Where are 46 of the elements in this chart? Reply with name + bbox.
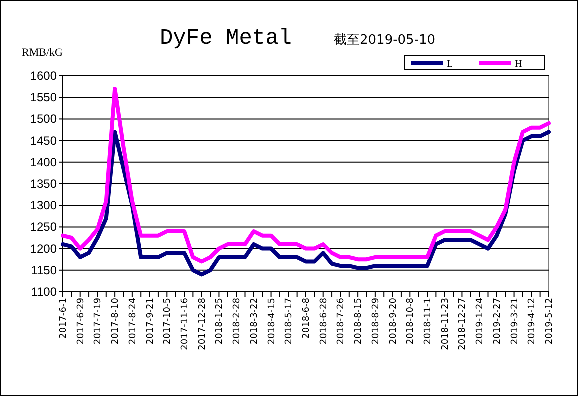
- x-tick-label: 2018-11-23: [440, 298, 451, 350]
- x-tick-label: 2019-1-24: [476, 298, 486, 345]
- x-tick-label: 2018-3-22: [250, 298, 260, 345]
- x-tick-label: 2018-12-27: [458, 298, 468, 350]
- y-tick-label: 1500: [30, 112, 58, 126]
- chart-subtitle: 截至2019-05-10: [334, 33, 436, 48]
- y-tick-label: 1100: [31, 285, 58, 299]
- y-tick-label: 1350: [30, 177, 58, 191]
- x-tick-label: 2018-6-28: [319, 298, 330, 345]
- y-tick-label: 1550: [30, 90, 58, 105]
- x-tick-label: 2017-10-5: [163, 298, 174, 345]
- x-tick-label: 2017-8-24: [128, 298, 138, 345]
- x-tick-label: 2018-9-20: [388, 298, 399, 345]
- y-tick-label: 1600: [30, 69, 58, 83]
- x-tick-label: 2017-8-10: [111, 298, 122, 345]
- legend-label: H: [515, 59, 522, 70]
- x-tick-label: 2019-3-21: [510, 298, 520, 345]
- line-series: [61, 86, 551, 264]
- x-tick-label: 2018-10-8: [406, 298, 416, 345]
- x-tick-label: 2018-6-8: [302, 298, 312, 339]
- x-tick-label: 2018-4-15: [267, 298, 278, 345]
- chart-title: DyFe Metal: [160, 26, 292, 51]
- x-tick-label: 2017-9-21: [146, 298, 156, 345]
- x-tick-label: 2018-1-25: [215, 298, 226, 345]
- x-tick-label: 2018-8-29: [371, 298, 382, 345]
- y-tick-label: 1150: [31, 263, 58, 278]
- x-tick-label: 2017-6-1: [59, 298, 69, 339]
- x-tick-label: 2018-5-17: [284, 298, 295, 345]
- x-tick-label: 2018-11-1: [424, 298, 434, 345]
- y-axis-title: RMB/kG: [22, 47, 64, 59]
- x-tick-label: 2017-12-28: [198, 298, 208, 350]
- y-tick-label: 1250: [30, 220, 58, 234]
- x-tick-label: 2018-2-28: [232, 298, 243, 345]
- y-tick-label: 1200: [30, 242, 58, 256]
- x-tick-label: 2017-11-16: [180, 298, 190, 350]
- x-tick-label: 2017-6-29: [76, 298, 86, 345]
- y-tick-label: 1450: [30, 134, 58, 148]
- x-tick-label: 2019-4-12: [528, 298, 538, 345]
- y-tick-label: 1300: [30, 198, 58, 213]
- y-tick-label: 1400: [30, 155, 58, 170]
- x-tick-label: 2018-8-15: [354, 298, 364, 345]
- x-tick-label: 2017-7-19: [94, 298, 104, 345]
- x-tick-label: 2018-7-26: [336, 298, 347, 345]
- legend-label: L: [447, 59, 454, 70]
- x-tick-label: 2019-2-27: [492, 298, 503, 345]
- x-tick-label: 2019-5-12: [545, 298, 555, 345]
